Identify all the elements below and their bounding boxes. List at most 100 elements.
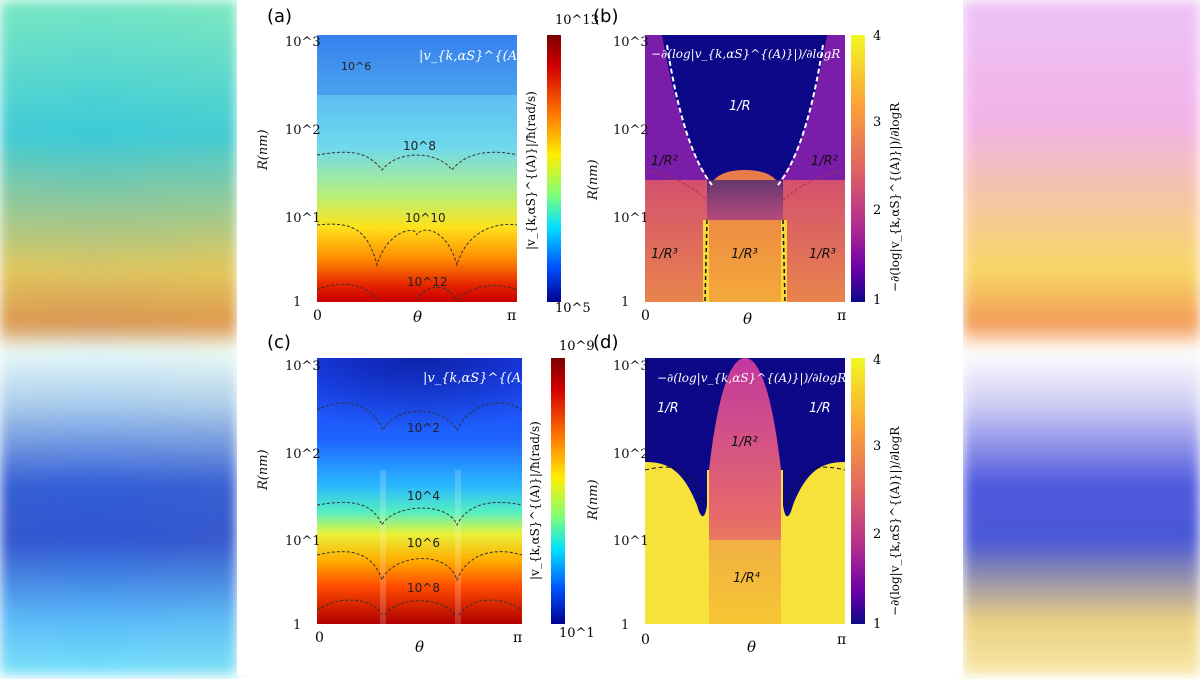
panel-b-ytick-0: 1: [621, 295, 629, 310]
figure: (a) 10^6 10^8 10^10 10^12 |v_{k,αS}^{(A)…: [237, 0, 963, 675]
panel-d: (d) 1/R 1/R 1/R² 1/R⁴ −∂(log|v_{k,αS}^{(…: [586, 332, 902, 656]
panel-a-contour-1e8: [316, 151, 518, 171]
panel-b-colorbar: [851, 35, 865, 302]
panel-a-ytick-3: 10^3: [285, 35, 321, 50]
panel-b-region-label-1: 1/R²: [651, 154, 678, 169]
panel-b-cbar-label: −∂(log|v_{k,αS}^{(A)}|)/∂logR: [888, 102, 902, 292]
panel-b-boundary-side: [644, 169, 846, 201]
panel-a-contour-label-0: 10^6: [341, 60, 371, 73]
panel-a-colorbar: [547, 35, 561, 302]
panel-a-y-axis: 10^3 10^2 10^1 1 R(nm): [256, 35, 321, 310]
panel-c-xtick-1: π: [513, 630, 522, 646]
panel-a-ytick-2: 10^2: [285, 123, 321, 138]
panel-a-xtick-1: π: [507, 308, 516, 324]
panel-a-contour-1e10: [316, 223, 518, 267]
panel-d-label: (d): [593, 332, 618, 353]
panel-d-xtick-0: 0: [641, 632, 650, 648]
panel-c-cbar-tick-max: 10^9: [559, 339, 595, 354]
panel-d-ytick-1: 10^1: [613, 534, 649, 549]
panel-b-ytick-2: 10^2: [613, 123, 649, 138]
panel-d-ytick-2: 10^2: [613, 447, 649, 462]
panel-c-contour-1e4: [316, 501, 523, 527]
panel-b-boundary-right: [777, 44, 824, 186]
panel-b-region-label-5: 1/R³: [809, 247, 836, 262]
panel-c-shade: [317, 358, 522, 448]
panel-c-contour-label-2: 10^6: [407, 536, 440, 550]
panel-b-inset-title: −∂(log|v_{k,αS}^{(A)}|)/∂logR: [651, 47, 840, 61]
panel-d-cbar-tick-3: 3: [873, 439, 881, 454]
panel-b-region-label-2: 1/R²: [811, 154, 838, 169]
panel-a-cbar-label: |v_{k,αS}^{(A)}|/ħ(rad/s): [524, 91, 538, 250]
panel-b-cbar-tick-3: 3: [873, 115, 881, 130]
panel-c-xtick-0: 0: [315, 630, 324, 646]
panel-c-ytick-0: 1: [293, 618, 301, 633]
panel-a-xlabel: θ: [413, 308, 422, 326]
panel-a-contour-label-2: 10^10: [405, 211, 446, 225]
panel-b-center-shade: [707, 180, 783, 220]
panel-d-boundary: [644, 466, 846, 506]
panel-c-y-axis: 10^3 10^2 10^1 1 R(nm): [256, 359, 321, 633]
panel-c-xlabel: θ: [415, 638, 424, 656]
panel-a-cbar-tick-max: 10^13: [555, 13, 599, 28]
panel-d-region-label-2: 1/R²: [731, 435, 758, 450]
panel-c-ylabel: R(nm): [256, 449, 271, 491]
panel-d-cbar-tick-2: 2: [873, 527, 881, 542]
panel-b-region-label-3: 1/R³: [651, 247, 678, 262]
panel-a-contour-label-1: 10^8: [403, 139, 436, 153]
panel-a-inset-title: |v_{k,αS}^{(A)}|(R,θ): [419, 49, 567, 64]
panel-c-streak-left: [380, 470, 386, 624]
panel-b-xtick-0: 0: [641, 308, 650, 324]
panel-c-colorbar: [551, 358, 565, 624]
panel-a-contour-label-3: 10^12: [407, 275, 448, 289]
panel-d-cbar-tick-4: 4: [873, 353, 881, 368]
panel-b-ytick-1: 10^1: [613, 211, 649, 226]
panel-d-region-label-3: 1/R⁴: [733, 571, 761, 586]
panel-d-inset-title: −∂(log|v_{k,αS}^{(A)}|)/∂logR: [657, 371, 846, 385]
panel-c: (c) 10^2 10^4 10^6 10^8 |v_{k,αS}^{(A)}|…: [256, 332, 595, 656]
panel-d-xlabel: θ: [747, 638, 756, 656]
panel-c-contour-1e8: [316, 599, 523, 616]
panel-a-shade: [317, 35, 517, 95]
panel-b-edge-right: [781, 220, 787, 302]
panel-d-region-label-0: 1/R: [657, 401, 679, 416]
panel-b-cbar-tick-4: 4: [873, 29, 881, 44]
panel-b-cbar-tick-1: 1: [873, 293, 881, 308]
panel-d-y-axis: 10^3 10^2 10^1 1 R(nm): [586, 359, 649, 633]
panel-a-label: (a): [267, 6, 292, 27]
panel-c-ytick-3: 10^3: [285, 359, 321, 374]
panel-b: (b) 1/R 1/R² 1/R² 1/R³ 1/R³ 1/R³ −∂(log|…: [586, 6, 902, 328]
panel-d-cbar-label: −∂(log|v_{k,αS}^{(A)}|)/∂logR: [888, 426, 902, 616]
panel-a-ytick-0: 1: [293, 295, 301, 310]
panel-a-heatmap: [317, 35, 517, 302]
panel-a-cbar-tick-min: 10^5: [555, 301, 591, 316]
panel-b-cbar-tick-2: 2: [873, 203, 881, 218]
panel-b-region-label-4: 1/R³: [731, 247, 758, 262]
panel-a-ylabel: R(nm): [256, 129, 271, 171]
blurred-background-right: [963, 0, 1200, 675]
panel-c-contour-label-1: 10^4: [407, 489, 440, 503]
panel-d-xtick-1: π: [837, 632, 846, 648]
panel-d-ytick-3: 10^3: [613, 359, 649, 374]
panel-b-xtick-1: π: [837, 308, 846, 324]
panel-a: (a) 10^6 10^8 10^10 10^12 |v_{k,αS}^{(A)…: [256, 6, 599, 326]
panel-a-xtick-0: 0: [313, 308, 322, 324]
panel-a-ytick-1: 10^1: [285, 211, 321, 226]
panel-c-contour-label-0: 10^2: [407, 421, 440, 435]
panel-d-center-lower: [709, 540, 781, 624]
panel-c-contour-1e6: [316, 551, 523, 582]
panel-b-region-label-0: 1/R: [729, 99, 751, 114]
panel-b-edge-left: [703, 220, 709, 302]
panel-d-ylabel: R(nm): [586, 479, 601, 521]
blurred-background-left: [0, 0, 237, 675]
panel-b-ylabel: R(nm): [586, 159, 601, 201]
panel-c-label: (c): [267, 332, 291, 353]
panel-b-xlabel: θ: [743, 310, 752, 328]
panel-d-cbar-tick-1: 1: [873, 617, 881, 632]
panel-b-label: (b): [593, 6, 618, 27]
panel-c-cbar-label: |v_{k,αS}^{(A)}|/ħ(rad/s): [528, 421, 542, 580]
panel-b-y-axis: 10^3 10^2 10^1 1 R(nm): [586, 35, 649, 310]
panel-c-inset-title: |v_{k,αS}^{(A)}|(R,θ): [423, 371, 571, 386]
panel-c-cbar-tick-min: 10^1: [559, 626, 595, 641]
panel-d-ytick-0: 1: [621, 618, 629, 633]
panel-c-streak-right: [455, 470, 461, 624]
